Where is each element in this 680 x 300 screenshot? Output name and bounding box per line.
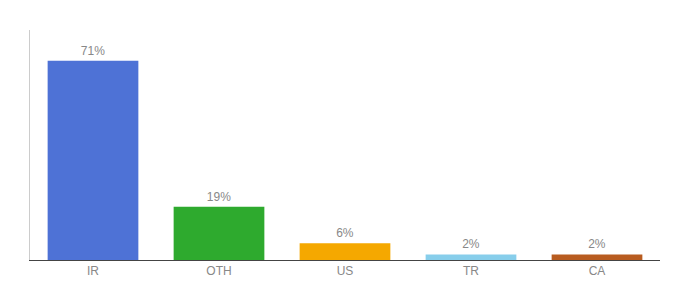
svg-text:19%: 19% — [207, 190, 231, 204]
svg-text:TR: TR — [463, 264, 479, 278]
svg-text:US: US — [337, 264, 354, 278]
svg-text:IR: IR — [87, 264, 99, 278]
svg-text:6%: 6% — [336, 226, 354, 240]
svg-text:OTH: OTH — [206, 264, 231, 278]
svg-text:71%: 71% — [81, 44, 105, 58]
svg-text:CA: CA — [589, 264, 606, 278]
svg-text:2%: 2% — [588, 237, 606, 251]
svg-text:2%: 2% — [462, 237, 480, 251]
